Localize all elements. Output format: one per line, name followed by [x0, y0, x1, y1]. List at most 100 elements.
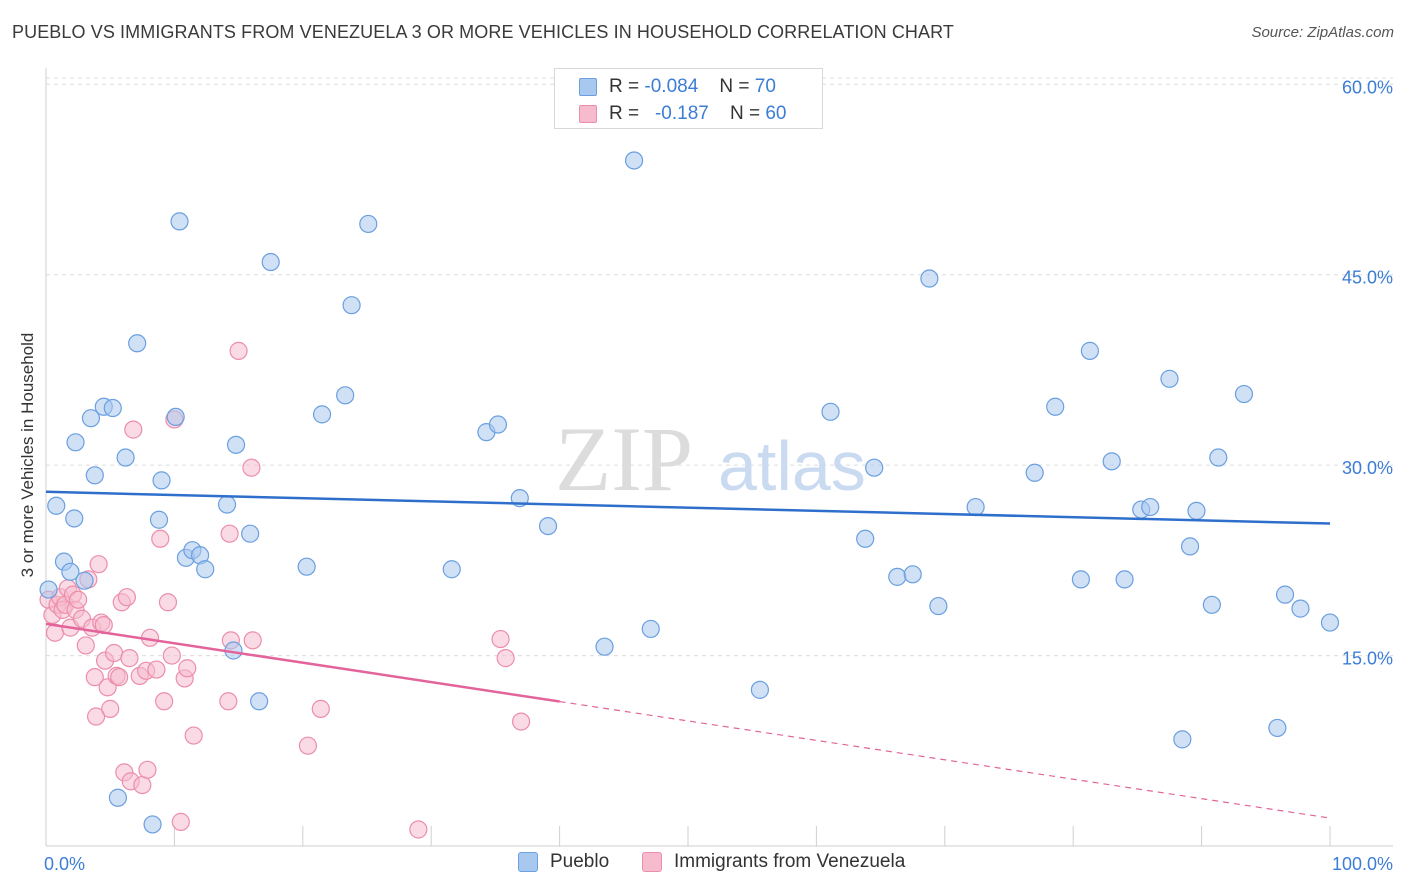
- series-legend-pueblo[interactable]: Pueblo: [518, 851, 609, 873]
- chart-source: Source: ZipAtlas.com: [1251, 24, 1394, 41]
- pueblo-point: [81, 409, 101, 428]
- pueblo-point: [47, 496, 66, 515]
- legend-row-pueblo: R = -0.084 N = 70: [579, 76, 776, 98]
- pueblo-point: [865, 458, 884, 477]
- pueblo-point: [170, 212, 189, 231]
- legend-r-label: R =: [609, 76, 640, 97]
- series-legend-label-pueblo: Pueblo: [550, 851, 610, 872]
- legend-r-value: -0.187: [654, 103, 709, 124]
- venezuela-point: [147, 660, 166, 679]
- x-tick-label: 0.0%: [44, 854, 85, 874]
- pueblo-point: [336, 386, 355, 405]
- pueblo-point: [595, 637, 614, 656]
- series-legend-swatch-pueblo: [518, 852, 538, 872]
- venezuela-point: [117, 588, 136, 607]
- venezuela-point: [298, 736, 318, 755]
- legend-r-label: R =: [609, 103, 640, 124]
- y-tick-label: 45.0%: [1342, 268, 1393, 288]
- series-legend-swatch-venezuela: [642, 852, 662, 872]
- pueblo-point: [1115, 570, 1134, 589]
- pueblo-point: [929, 596, 948, 616]
- pueblo-point: [1025, 463, 1044, 482]
- trend-line-pueblo: [45, 490, 1331, 525]
- pueblo-point: [75, 571, 94, 590]
- pueblo-point: [297, 557, 316, 576]
- pueblo-point: [1080, 341, 1099, 360]
- venezuela-point: [120, 649, 139, 668]
- pueblo-point: [1268, 718, 1287, 738]
- correlation-legend: R = -0.084 N = 70 R = -0.187 N = 60: [554, 68, 823, 129]
- venezuela-point: [151, 529, 170, 548]
- y-tick-label: 30.0%: [1342, 458, 1393, 478]
- venezuela-point: [162, 646, 181, 665]
- series-legend-label-venezuela: Immigrants from Venezuela: [674, 851, 906, 872]
- trend-line-venezuela-extrapolated: [559, 700, 1331, 819]
- venezuela-point: [155, 692, 174, 711]
- venezuela-point: [138, 760, 157, 779]
- venezuela-point: [242, 458, 261, 477]
- pueblo-point: [65, 509, 84, 528]
- pueblo-point: [538, 516, 558, 536]
- watermark-zip: ZIP: [555, 408, 693, 510]
- venezuela-point: [76, 636, 95, 655]
- pueblo-point: [85, 466, 104, 485]
- venezuela-point: [85, 668, 104, 687]
- pueblo-point: [488, 415, 508, 434]
- pueblo-point: [1187, 501, 1206, 520]
- pueblo-point: [261, 252, 280, 272]
- pueblo-point: [641, 619, 660, 639]
- pueblo-point: [152, 471, 171, 490]
- pueblo-point: [39, 580, 58, 599]
- pueblo-point: [61, 562, 80, 581]
- legend-n-label: N =: [729, 103, 761, 124]
- pueblo-point: [116, 448, 135, 467]
- pueblo-point: [143, 815, 162, 834]
- series-venezuela-points: [39, 341, 531, 839]
- venezuela-point: [101, 699, 120, 718]
- pueblo-point: [250, 692, 269, 711]
- venezuela-point: [311, 699, 330, 718]
- venezuela-point: [220, 524, 239, 543]
- legend-n-value: 60: [765, 103, 787, 124]
- pueblo-point: [166, 407, 185, 427]
- pueblo-point: [217, 495, 237, 514]
- chart-title: PUEBLO VS IMMIGRANTS FROM VENEZUELA 3 OR…: [12, 22, 954, 42]
- grid-layer: 15.0% 30.0% 45.0% 60.0%: [46, 77, 1393, 669]
- legend-n-value: 70: [754, 76, 776, 97]
- pueblo-point: [903, 565, 922, 584]
- pueblo-point: [1102, 452, 1121, 471]
- axis-layer: 0.0% 100.0%: [44, 68, 1393, 874]
- venezuela-point: [124, 420, 143, 439]
- pueblo-point: [149, 510, 169, 529]
- venezuela-point: [110, 668, 129, 687]
- pueblo-point: [442, 560, 461, 579]
- venezuela-point: [89, 555, 108, 574]
- pueblo-point: [821, 402, 840, 421]
- series-pueblo-points: [39, 151, 1340, 834]
- pueblo-point: [1173, 730, 1192, 749]
- legend-row-venezuela: R = -0.187 N = 60: [579, 103, 786, 125]
- venezuela-point: [219, 692, 238, 711]
- legend-r-value: -0.084: [644, 76, 699, 97]
- venezuela-point: [184, 726, 203, 745]
- pueblo-point: [196, 560, 215, 579]
- watermark-atlas: atlas: [718, 427, 866, 505]
- pueblo-point: [108, 788, 128, 807]
- pueblo-point: [1141, 497, 1160, 517]
- pueblo-point: [1209, 448, 1228, 467]
- pueblo-point: [342, 296, 361, 315]
- legend-n-label: N =: [719, 76, 750, 97]
- legend-swatch-pueblo: [579, 78, 597, 96]
- venezuela-point: [68, 590, 88, 609]
- venezuela-point: [104, 643, 124, 663]
- pueblo-point: [1275, 585, 1295, 604]
- series-legend-venezuela[interactable]: Immigrants from Venezuela: [642, 851, 905, 873]
- venezuela-point: [86, 707, 106, 726]
- pueblo-point: [1202, 595, 1221, 614]
- series-legend: Pueblo Immigrants from Venezuela: [0, 851, 1406, 877]
- pueblo-point: [1071, 570, 1091, 589]
- pueblo-point: [1046, 397, 1065, 416]
- venezuela-point: [496, 649, 515, 668]
- y-tick-label: 15.0%: [1342, 649, 1393, 669]
- x-tick-label: 100.0%: [1332, 854, 1393, 874]
